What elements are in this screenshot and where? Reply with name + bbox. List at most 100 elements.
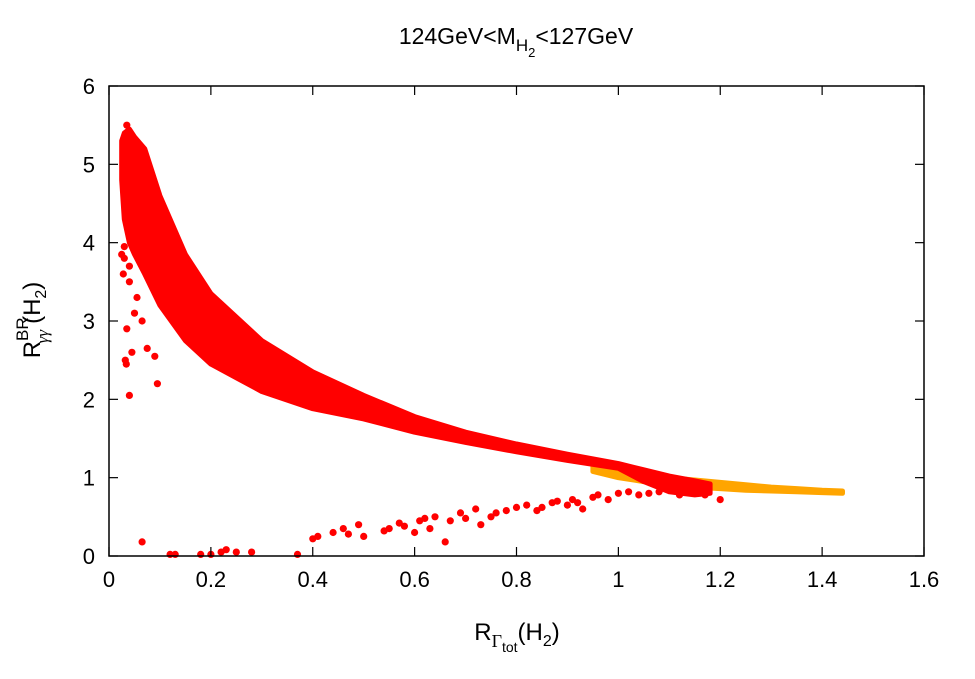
x-tick-label: 1: [612, 567, 624, 592]
x-tick-label: 0.4: [297, 567, 328, 592]
chart-title: 124GeV<MH2<127GeV: [399, 23, 634, 60]
data-point: [716, 496, 724, 504]
x-axis-label: RΓtot(H2): [474, 619, 560, 655]
data-point: [579, 505, 587, 513]
data-point: [563, 501, 572, 509]
data-point: [614, 489, 623, 497]
data-point: [655, 488, 663, 496]
ylabel-suffix-end: ): [19, 282, 46, 290]
data-point: [130, 309, 139, 317]
data-point: [232, 548, 240, 556]
xlabel-subsub: tot: [502, 639, 518, 655]
ylabel-sub: γγ: [33, 329, 52, 344]
xlabel-main: R: [474, 619, 491, 646]
data-point: [604, 496, 612, 504]
data-point: [426, 525, 434, 533]
data-point: [339, 525, 347, 533]
xlabel-suffix: (H: [518, 619, 543, 646]
data-point: [431, 513, 439, 521]
data-point: [456, 509, 465, 517]
x-tick-label: 1.4: [807, 567, 838, 592]
title-subsub: 2: [528, 45, 535, 60]
data-point: [355, 521, 363, 529]
data-point: [123, 121, 131, 129]
data-point: [625, 488, 633, 496]
ylabel-suffix: (H: [19, 299, 46, 324]
data-point: [385, 525, 393, 533]
data-point: [523, 501, 531, 509]
data-point: [512, 503, 521, 511]
x-tick-label: 0.8: [501, 567, 532, 592]
y-tick-label: 3: [83, 309, 95, 334]
data-point: [421, 514, 429, 523]
ylabel-main: R: [19, 341, 46, 358]
data-point: [344, 530, 352, 538]
data-point: [138, 317, 146, 325]
xlabel-suffix-end: ): [552, 619, 560, 646]
data-point: [360, 532, 368, 541]
data-point: [171, 550, 179, 559]
y-tick-label: 1: [83, 466, 95, 491]
data-point: [153, 380, 161, 388]
data-point: [197, 550, 205, 559]
data-point: [477, 521, 485, 529]
x-tick-label: 1.2: [705, 567, 736, 592]
x-tick-label: 1.6: [909, 567, 940, 592]
data-point: [594, 491, 602, 499]
red-band-area: [119, 126, 713, 498]
data-point: [133, 293, 141, 302]
y-tick-label: 6: [83, 74, 95, 99]
data-point: [128, 348, 136, 356]
data-point: [441, 538, 449, 546]
ylabel-sup: BR: [13, 317, 32, 341]
data-point: [538, 503, 546, 511]
data-point: [329, 528, 337, 537]
x-tick-label: 0.2: [196, 567, 227, 592]
data-point: [462, 514, 470, 523]
data-point: [123, 325, 131, 333]
data-point: [446, 517, 454, 525]
data-point: [125, 391, 133, 399]
plot-frame: [108, 85, 925, 557]
data-point: [400, 522, 408, 530]
data-point: [293, 550, 302, 559]
data-point: [119, 270, 127, 278]
data-point: [574, 499, 582, 507]
data-point: [675, 491, 684, 499]
data-point: [492, 509, 500, 517]
data-point: [487, 513, 495, 521]
data-point: [645, 489, 653, 497]
data-point: [120, 243, 128, 251]
data-point: [665, 486, 673, 494]
data-point: [314, 532, 322, 541]
data-point: [701, 491, 709, 499]
data-point: [248, 548, 256, 556]
data-point: [411, 528, 419, 537]
data-point: [138, 538, 146, 546]
x-tick-label: 0.6: [399, 567, 430, 592]
x-tick-label: 0: [103, 567, 115, 592]
y-tick-label: 4: [83, 231, 95, 256]
data-point: [635, 491, 643, 499]
xlabel-suffix-sub: 2: [543, 633, 552, 650]
y-tick-label: 0: [83, 544, 95, 569]
data-point: [472, 505, 480, 513]
data-point: [121, 356, 129, 364]
xlabel-sub: Γ: [492, 631, 502, 651]
y-tick-label: 5: [83, 152, 95, 177]
title-prefix: 124GeV<M: [399, 23, 516, 49]
data-point: [222, 546, 230, 554]
data-point: [125, 262, 133, 270]
title-suffix: <127GeV: [535, 23, 633, 49]
data-point: [502, 507, 510, 515]
data-point: [120, 254, 128, 262]
y-tick-label: 2: [83, 387, 95, 412]
ylabel-suffix-sub: 2: [33, 290, 50, 299]
data-point: [691, 488, 699, 496]
y-axis-label: RBRγγ (H2): [13, 282, 52, 359]
data-point: [143, 344, 151, 352]
ticks-layer: 0 0.2 0.4 0.6 0.8 1 1.2 1.4 1.6 0 1 2 3 4 5 6: [83, 74, 940, 592]
data-point: [553, 497, 561, 505]
data-point: [125, 278, 133, 286]
